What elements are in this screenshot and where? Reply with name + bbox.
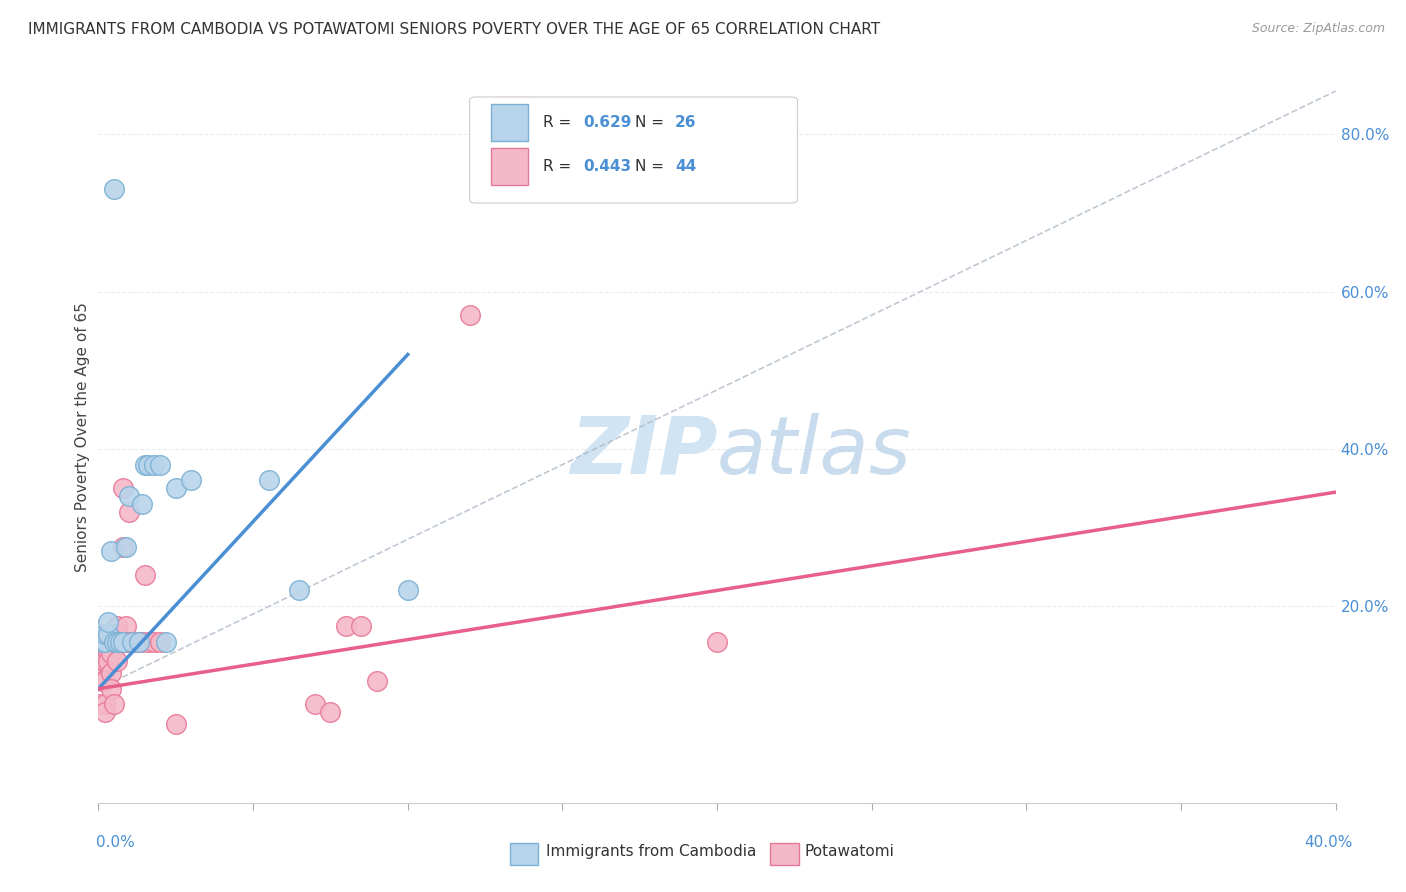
FancyBboxPatch shape bbox=[491, 104, 527, 141]
Point bbox=[115, 540, 138, 554]
Point bbox=[366, 673, 388, 688]
Point bbox=[112, 634, 135, 648]
Point bbox=[118, 505, 141, 519]
Point bbox=[149, 634, 172, 648]
Point bbox=[105, 619, 128, 633]
Text: 0.0%: 0.0% bbox=[96, 836, 135, 850]
Text: Immigrants from Cambodia: Immigrants from Cambodia bbox=[546, 845, 756, 859]
Text: N =: N = bbox=[636, 115, 669, 130]
Text: 44: 44 bbox=[675, 159, 696, 174]
Point bbox=[108, 634, 131, 648]
Point bbox=[105, 626, 128, 640]
Point bbox=[108, 634, 131, 648]
Point bbox=[112, 540, 135, 554]
Point bbox=[93, 706, 115, 720]
Point bbox=[103, 634, 125, 648]
Point bbox=[136, 458, 159, 472]
Point bbox=[93, 654, 115, 668]
Point bbox=[112, 481, 135, 495]
Point bbox=[97, 615, 120, 629]
Text: Source: ZipAtlas.com: Source: ZipAtlas.com bbox=[1251, 22, 1385, 36]
Point bbox=[396, 583, 419, 598]
Point bbox=[87, 698, 110, 712]
Point bbox=[118, 489, 141, 503]
Point bbox=[103, 698, 125, 712]
Point bbox=[335, 619, 357, 633]
Point bbox=[108, 634, 131, 648]
Point bbox=[288, 583, 311, 598]
Text: R =: R = bbox=[543, 115, 575, 130]
Point bbox=[97, 626, 120, 640]
Point bbox=[93, 698, 115, 712]
Point bbox=[100, 646, 122, 660]
Point bbox=[87, 650, 110, 665]
Point bbox=[105, 634, 128, 648]
Point bbox=[165, 717, 187, 731]
Text: Potawatomi: Potawatomi bbox=[804, 845, 894, 859]
Point bbox=[131, 497, 153, 511]
Text: ZIP: ZIP bbox=[569, 413, 717, 491]
Point bbox=[136, 634, 159, 648]
Point bbox=[97, 646, 120, 660]
Point bbox=[155, 634, 177, 648]
Point bbox=[97, 654, 120, 668]
Point bbox=[165, 481, 187, 495]
Point bbox=[257, 473, 280, 487]
Text: atlas: atlas bbox=[717, 413, 912, 491]
Point bbox=[103, 623, 125, 637]
Point bbox=[124, 634, 146, 648]
Point bbox=[350, 619, 373, 633]
FancyBboxPatch shape bbox=[491, 148, 527, 185]
Point bbox=[304, 698, 326, 712]
Point bbox=[115, 634, 138, 648]
Point bbox=[115, 619, 138, 633]
Point bbox=[121, 634, 143, 648]
Point bbox=[134, 458, 156, 472]
Text: 40.0%: 40.0% bbox=[1305, 836, 1353, 850]
Point bbox=[143, 634, 166, 648]
Point bbox=[97, 634, 120, 648]
Point bbox=[319, 706, 342, 720]
Point bbox=[103, 634, 125, 648]
Point bbox=[100, 681, 122, 696]
Point bbox=[97, 634, 120, 648]
FancyBboxPatch shape bbox=[470, 97, 797, 203]
Text: R =: R = bbox=[543, 159, 575, 174]
Point bbox=[93, 634, 115, 648]
Point bbox=[93, 673, 115, 688]
Text: IMMIGRANTS FROM CAMBODIA VS POTAWATOMI SENIORS POVERTY OVER THE AGE OF 65 CORREL: IMMIGRANTS FROM CAMBODIA VS POTAWATOMI S… bbox=[28, 22, 880, 37]
Point bbox=[103, 182, 125, 196]
Text: 0.443: 0.443 bbox=[583, 159, 631, 174]
Point bbox=[131, 634, 153, 648]
Point bbox=[90, 654, 112, 668]
Point bbox=[180, 473, 202, 487]
Text: 26: 26 bbox=[675, 115, 696, 130]
Point bbox=[105, 654, 128, 668]
Point bbox=[134, 567, 156, 582]
Point bbox=[90, 673, 112, 688]
Point bbox=[706, 634, 728, 648]
Point bbox=[90, 634, 112, 648]
Point bbox=[100, 544, 122, 558]
Text: N =: N = bbox=[636, 159, 669, 174]
Text: 0.629: 0.629 bbox=[583, 115, 631, 130]
Point bbox=[143, 458, 166, 472]
Point bbox=[128, 634, 150, 648]
Point bbox=[118, 634, 141, 648]
Point bbox=[93, 626, 115, 640]
Point bbox=[458, 308, 481, 322]
Point bbox=[90, 634, 112, 648]
Y-axis label: Seniors Poverty Over the Age of 65: Seniors Poverty Over the Age of 65 bbox=[75, 302, 90, 572]
Point bbox=[149, 458, 172, 472]
Point bbox=[100, 666, 122, 681]
